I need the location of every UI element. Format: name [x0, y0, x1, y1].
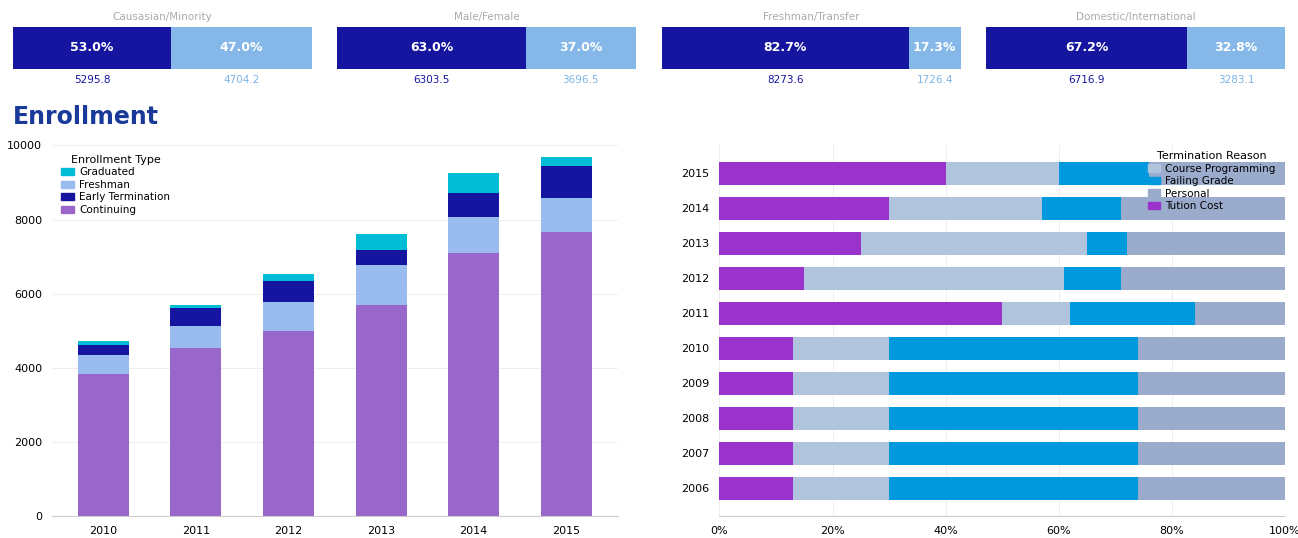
Bar	[889, 442, 1138, 465]
Bar	[356, 305, 406, 516]
Text: Causasian/Minority: Causasian/Minority	[113, 12, 212, 22]
Bar	[1149, 162, 1285, 185]
Bar	[1059, 162, 1149, 185]
Text: 5295.8: 5295.8	[74, 75, 110, 85]
Bar	[263, 274, 314, 281]
Bar	[719, 477, 793, 500]
Bar	[719, 372, 793, 395]
Bar	[1188, 27, 1285, 69]
Text: 37.0%: 37.0%	[559, 41, 602, 54]
Bar	[1042, 197, 1121, 220]
Text: 6303.5: 6303.5	[413, 75, 449, 85]
Bar	[909, 27, 961, 69]
Text: Enrollment: Enrollment	[13, 105, 158, 129]
Bar	[1138, 337, 1285, 360]
Legend: Course Programming, Failing Grade, Personal, Tution Cost: Course Programming, Failing Grade, Perso…	[1144, 147, 1280, 216]
Bar	[1138, 407, 1285, 430]
Bar	[1064, 267, 1121, 290]
Bar	[541, 157, 592, 166]
Bar	[78, 373, 129, 516]
Bar	[448, 216, 500, 253]
Bar	[170, 326, 221, 348]
Bar	[170, 348, 221, 516]
Bar	[889, 337, 1138, 360]
Bar	[337, 27, 526, 69]
Bar	[78, 345, 129, 355]
Bar	[1121, 267, 1285, 290]
Bar	[1138, 372, 1285, 395]
Text: 3283.1: 3283.1	[1218, 75, 1254, 85]
Bar	[448, 253, 500, 516]
Bar	[356, 235, 406, 250]
Bar	[719, 162, 946, 185]
Bar	[986, 27, 1188, 69]
Bar	[719, 337, 793, 360]
Bar	[1138, 477, 1285, 500]
Bar	[13, 27, 171, 69]
Text: 3696.5: 3696.5	[562, 75, 600, 85]
Text: Freshman/Transfer: Freshman/Transfer	[763, 12, 859, 22]
Bar	[946, 162, 1059, 185]
Bar	[793, 337, 889, 360]
Bar	[889, 197, 1042, 220]
Bar	[263, 281, 314, 301]
Bar	[793, 477, 889, 500]
Bar	[861, 232, 1086, 255]
Bar	[541, 166, 592, 199]
Bar	[889, 407, 1138, 430]
Bar	[793, 372, 889, 395]
Text: 67.2%: 67.2%	[1066, 41, 1108, 54]
Bar	[526, 27, 636, 69]
Bar	[805, 267, 1064, 290]
Text: 4704.2: 4704.2	[223, 75, 260, 85]
Text: 32.8%: 32.8%	[1215, 41, 1258, 54]
Bar	[263, 301, 314, 331]
Bar	[170, 305, 221, 308]
Bar	[1086, 232, 1127, 255]
Bar	[1070, 302, 1194, 325]
Text: 47.0%: 47.0%	[219, 41, 263, 54]
Bar	[1194, 302, 1285, 325]
Text: 1726.4: 1726.4	[916, 75, 953, 85]
Bar	[719, 442, 793, 465]
Text: 17.3%: 17.3%	[912, 41, 957, 54]
Text: 63.0%: 63.0%	[410, 41, 453, 54]
Text: Domestic/International: Domestic/International	[1076, 12, 1195, 22]
Bar	[793, 407, 889, 430]
Bar	[541, 199, 592, 232]
Bar	[78, 341, 129, 345]
Bar	[889, 372, 1138, 395]
Bar	[171, 27, 312, 69]
Bar	[78, 355, 129, 373]
Bar	[1121, 197, 1285, 220]
Bar	[793, 442, 889, 465]
Bar	[719, 232, 861, 255]
Bar	[356, 265, 406, 305]
Bar	[889, 477, 1138, 500]
Bar	[263, 331, 314, 516]
Bar	[719, 407, 793, 430]
Bar	[719, 267, 805, 290]
Legend: Graduated, Freshman, Early Termination, Continuing: Graduated, Freshman, Early Termination, …	[57, 151, 174, 219]
Bar	[719, 302, 1002, 325]
Text: Male/Female: Male/Female	[454, 12, 519, 22]
Text: 53.0%: 53.0%	[70, 41, 114, 54]
Bar	[1002, 302, 1070, 325]
Bar	[448, 173, 500, 193]
Bar	[719, 197, 889, 220]
Bar	[541, 232, 592, 516]
Bar	[448, 193, 500, 216]
Bar	[170, 308, 221, 326]
Bar	[1138, 442, 1285, 465]
Text: 8273.6: 8273.6	[767, 75, 803, 85]
Text: 82.7%: 82.7%	[763, 41, 807, 54]
Bar	[1127, 232, 1285, 255]
Text: 6716.9: 6716.9	[1068, 75, 1105, 85]
Bar	[356, 250, 406, 265]
Bar	[662, 27, 909, 69]
